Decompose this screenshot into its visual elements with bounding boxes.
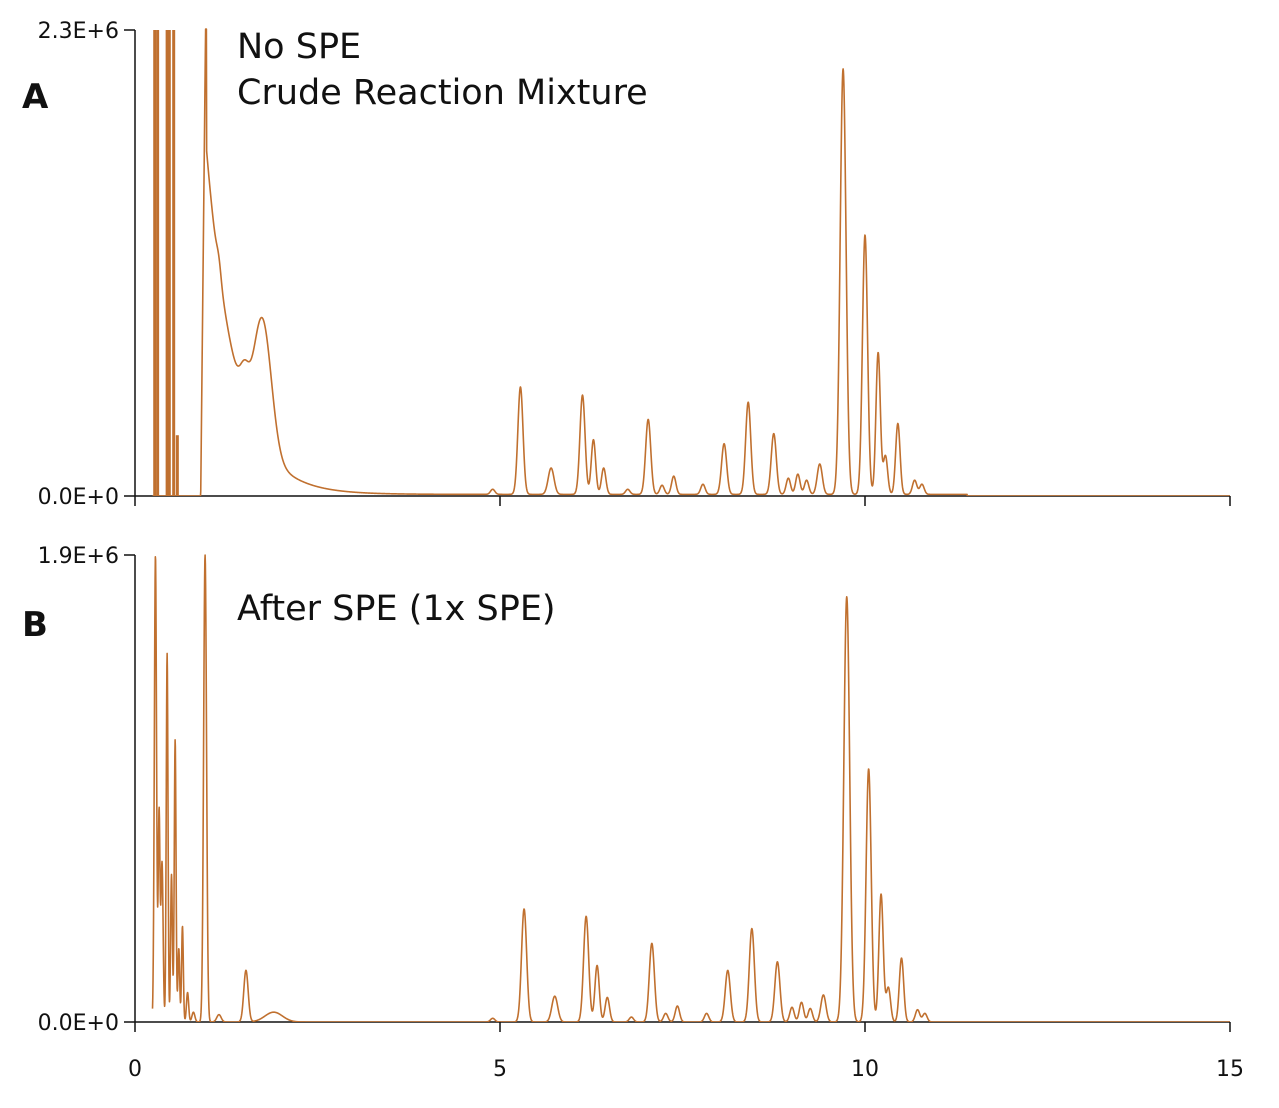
panel-a-y-tick-label-top: 2.3E+6 <box>38 19 119 44</box>
panel-b-letter: B <box>22 605 48 645</box>
panel-b-annotation-line-1: After SPE (1x SPE) <box>237 589 556 629</box>
panel-a-annotation-line-1: No SPE <box>237 27 361 67</box>
panel-a-letter: A <box>22 77 49 117</box>
panel-a-annotation-line-2: Crude Reaction Mixture <box>237 73 648 113</box>
panel-a-x-ticks <box>134 496 1231 506</box>
panel-b-chart: 1.9E+6 0.0E+0 B After SPE (1x SPE) 0 5 10 1… <box>22 544 1244 1082</box>
panel-b-x-tick-label: 5 <box>493 1057 507 1082</box>
panel-b-y-tick-label-zero: 0.0E+0 <box>38 1011 119 1036</box>
panel-a-chromatogram-trace <box>151 28 1230 496</box>
panel-a-y-tick-label-zero: 0.0E+0 <box>38 485 119 510</box>
panel-b-x-tick-label: 0 <box>128 1057 142 1082</box>
panel-a-chart: 2.3E+6 0.0E+0 A No SPE Crude Reaction Mi… <box>22 19 1231 510</box>
panel-b-x-tick-label: 10 <box>851 1057 879 1082</box>
panel-a-trace-group <box>151 28 1230 496</box>
panel-b-x-ticks: 0 5 10 15 <box>128 1022 1244 1082</box>
panel-b-x-tick-label: 15 <box>1216 1057 1244 1082</box>
panel-b-y-tick-label-top: 1.9E+6 <box>38 544 119 569</box>
